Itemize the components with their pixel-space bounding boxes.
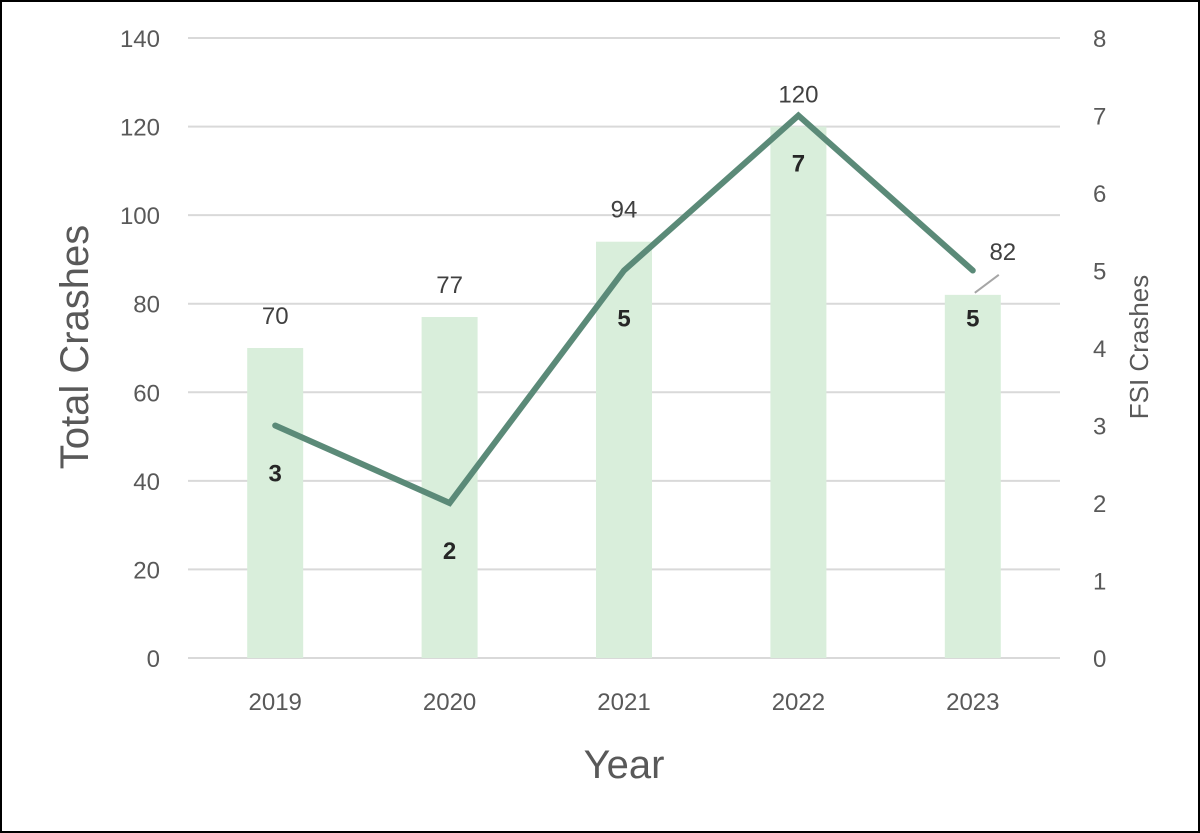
x-tick-label: 2020 xyxy=(423,689,476,716)
y-axis-title: Total Crashes xyxy=(53,225,97,470)
bar xyxy=(770,126,827,659)
y-tick-label: 20 xyxy=(133,557,160,584)
bar-series-total-crashes xyxy=(247,126,1001,659)
line-value-label: 5 xyxy=(617,306,630,333)
y2-tick-label: 0 xyxy=(1093,646,1106,673)
bar-value-label: 82 xyxy=(989,239,1016,266)
x-tick-label: 2021 xyxy=(597,689,650,716)
x-axis-title: Year xyxy=(584,743,665,787)
line-value-label: 2 xyxy=(443,538,456,565)
line-point xyxy=(972,270,974,271)
y2-tick-label: 4 xyxy=(1093,336,1106,363)
y-tick-label: 100 xyxy=(120,203,160,230)
y2-tick-label: 8 xyxy=(1093,26,1106,53)
y2-tick-label: 7 xyxy=(1093,104,1106,131)
x-tick-label: 2022 xyxy=(772,689,825,716)
y-tick-label: 0 xyxy=(147,646,160,673)
line-value-label: 5 xyxy=(966,306,979,333)
line-point xyxy=(449,502,451,504)
axes: Total Crashes FSI Crashes Year 020406080… xyxy=(53,26,1154,787)
bar xyxy=(247,348,304,658)
bar xyxy=(596,241,652,658)
y-tick-label: 40 xyxy=(133,469,160,496)
bar-value-label: 120 xyxy=(778,82,818,109)
y2-axis-title: FSI Crashes xyxy=(1124,275,1154,420)
line-point xyxy=(274,425,276,426)
leader-line xyxy=(974,274,1000,294)
y-tick-label: 60 xyxy=(133,380,160,407)
bar xyxy=(421,317,478,658)
y2-tick-label: 5 xyxy=(1093,259,1106,286)
x-tick-label: 2023 xyxy=(946,689,999,716)
y2-tick-label: 1 xyxy=(1093,569,1106,596)
bar-value-label: 94 xyxy=(611,197,638,224)
bar-value-label: 77 xyxy=(436,272,463,299)
line-value-label: 3 xyxy=(269,461,282,488)
y-tick-label: 120 xyxy=(120,115,160,142)
bar xyxy=(944,294,1001,658)
y2-tick-label: 3 xyxy=(1093,414,1106,441)
y-tick-label: 140 xyxy=(120,26,160,53)
line-point xyxy=(797,115,799,116)
line-point xyxy=(623,270,625,271)
line-value-label: 7 xyxy=(792,151,805,178)
line-series-fsi-crashes xyxy=(272,111,976,507)
bar-value-label: 70 xyxy=(262,303,289,330)
x-tick-label: 2019 xyxy=(249,689,302,716)
y-tick-label: 80 xyxy=(133,292,160,319)
data-labels: 70 77 94 120 82 3 2 5 7 5 xyxy=(262,82,1016,565)
y2-tick-label: 2 xyxy=(1093,491,1106,518)
y2-tick-label: 6 xyxy=(1093,181,1106,208)
